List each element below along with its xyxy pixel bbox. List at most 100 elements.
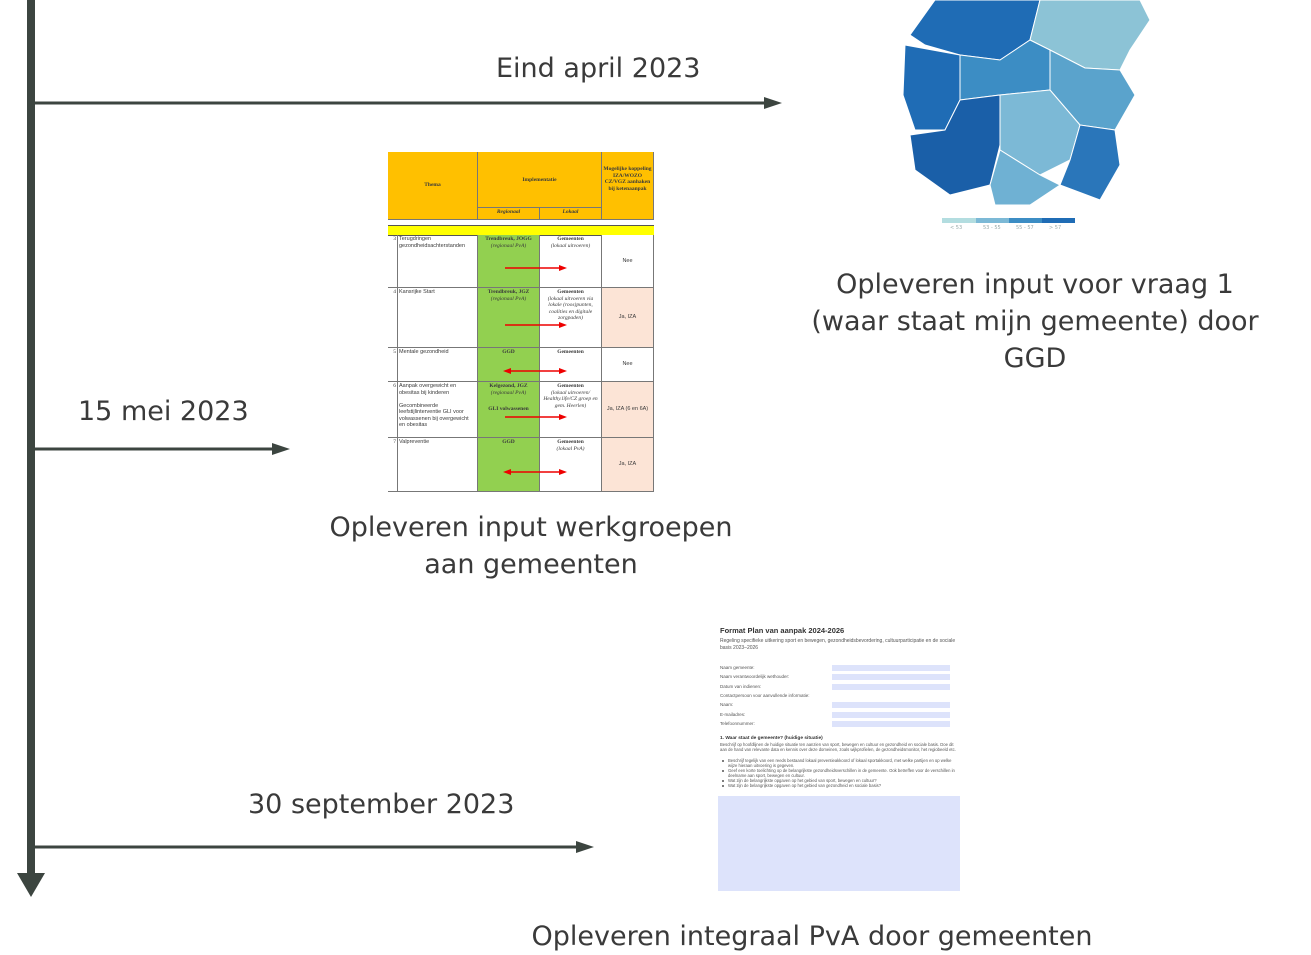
lokaal-cell: Gemeenten(lokaal uitvoeren via lokale (r… — [540, 288, 602, 348]
bullet-dot — [722, 780, 724, 782]
lokaal-note: (lokaal PvA) — [541, 446, 600, 453]
doc-field: Naam verantwoordelijk wethouder: — [720, 674, 789, 679]
document-thumbnail: Format Plan van aanpak 2024-2026 Regeling… — [718, 620, 962, 892]
arrowhead — [576, 841, 594, 853]
regionaal-note: (regionaal PvA) — [479, 296, 538, 303]
slide: < 5353 - 5555 - 57> 57 ThemaImplementati… — [0, 0, 1311, 954]
milestone-date: 30 september 2023 — [248, 789, 514, 820]
legend-label: > 57 — [1049, 225, 1061, 231]
doc-field: Naam gemeente: — [720, 665, 755, 670]
doc-bullets: Beschrijf tegelijk van een reeds bestaan… — [722, 758, 956, 788]
caption-line: Opleveren input werkgroepen — [329, 509, 732, 546]
regionaal-cell: GGD — [478, 438, 540, 492]
header-cell: Lokaal — [540, 208, 602, 220]
lokaal: Gemeenten — [541, 349, 600, 356]
lokaal-note: (lokaal uitvoeren) — [541, 243, 600, 250]
doc-bullet: Geef een korte toelichting op de belangr… — [722, 768, 956, 778]
red-arrow — [503, 413, 573, 421]
timeline-arrowhead — [17, 873, 45, 897]
legend-label: 55 - 57 — [1016, 225, 1034, 231]
input-box — [832, 721, 950, 727]
milestone-date: 15 mei 2023 — [78, 396, 249, 427]
doc-title: Format Plan van aanpak 2024-2026 — [720, 626, 844, 635]
koppeling-cell: Nee — [602, 235, 654, 288]
red-arrow — [503, 264, 573, 272]
lokaal-cell: Gemeenten(lokaal PvA) — [540, 438, 602, 492]
input-box — [832, 684, 950, 690]
regionaal-cell: Trendbreuk, JOGG(regionaal PvA) — [478, 235, 540, 288]
thema: Terugdringen gezondheidsachterstanden — [399, 236, 476, 249]
row-number: 7 — [388, 438, 398, 492]
timeline-axis — [27, 0, 35, 880]
legend-swatch — [1042, 218, 1075, 223]
koppeling-cell: Ja, IZA (6 en 6A) — [602, 382, 654, 438]
bullet-dot — [722, 760, 724, 762]
thema: Kansrijke Start — [399, 289, 476, 296]
regionaal-note: (regionaal PvA) — [479, 243, 538, 250]
thema: Mentale gezondheid — [399, 349, 476, 356]
header-cell: Mogelijke koppeling IZA/WOZO CZ/VGZ aanh… — [602, 152, 654, 220]
regionaal: GGD — [479, 439, 538, 446]
thema-cell: Terugdringen gezondheidsachterstanden — [398, 235, 478, 288]
lokaal-cell: Gemeenten(lokaal uitvoeren/ Healthy.life… — [540, 382, 602, 438]
red-arrow — [503, 468, 573, 476]
input-box — [832, 702, 950, 708]
milestone-caption: Opleveren integraal PvA door gemeenten — [531, 918, 1092, 955]
doc-field: Datum van indienen: — [720, 684, 761, 689]
milestone-date: Eind april 2023 — [496, 53, 700, 84]
regionaal-cell: Kelgezond, JGZ(regionaal PvA)GLI volwass… — [478, 382, 540, 438]
caption-line: GGD — [811, 340, 1258, 377]
doc-bullet: Wat zijn de belangrijkste opgaven op het… — [722, 783, 956, 788]
caption-line: Opleveren integraal PvA door gemeenten — [531, 918, 1092, 955]
regionaal-cell: GGD — [478, 348, 540, 382]
header-cell: Implementatie — [478, 152, 602, 208]
thema-cell: Aanpak overgewicht en obesitas bij kinde… — [398, 382, 478, 438]
regionaal: GLI volwassenen — [479, 406, 538, 413]
regionaal-note: (regionaal PvA) — [479, 390, 538, 397]
regionaal-cell: Trendbreuk, JGZ(regionaal PvA) — [478, 288, 540, 348]
milestone-caption: Opleveren input voor vraag 1(waar staat … — [811, 266, 1258, 377]
lokaal-cell: Gemeenten — [540, 348, 602, 382]
row-number: 4 — [388, 288, 398, 348]
red-arrow — [503, 321, 573, 329]
thema-cell: Mentale gezondheid — [398, 348, 478, 382]
thema: Gecombineerde leefstijlinterventie GLI v… — [399, 403, 476, 429]
thema: Aanpak overgewicht en obesitas bij kinde… — [399, 383, 476, 396]
bullet-dot — [722, 770, 724, 772]
red-arrow — [503, 367, 573, 375]
legend-label: 53 - 55 — [983, 225, 1001, 231]
caption-line: (waar staat mijn gemeente) door — [811, 303, 1258, 340]
header-cell: Thema — [388, 152, 478, 220]
arrowhead — [764, 97, 782, 109]
thema: Valpreventie — [399, 439, 476, 446]
row-number: 6 — [388, 382, 398, 438]
koppeling-cell: Nee — [602, 348, 654, 382]
lokaal-note: (lokaal uitvoeren via lokale (roos)punte… — [541, 296, 600, 322]
input-box — [832, 674, 950, 680]
regionaal: GGD — [479, 349, 538, 356]
arrowhead — [272, 443, 290, 455]
thema-cell: Valpreventie — [398, 438, 478, 492]
input-box — [832, 712, 950, 718]
doc-field: Contactpersoon voor aanvullende informat… — [720, 693, 810, 698]
doc-field: Naam: — [720, 702, 733, 707]
input-box — [832, 665, 950, 671]
doc-field: Telefoonnummer: — [720, 721, 755, 726]
row-number: 3 — [388, 235, 398, 288]
doc-field: E-mailadres: — [720, 712, 745, 717]
map — [903, 0, 1150, 205]
lokaal-note: (lokaal uitvoeren/ Healthy.life/CZ groep… — [541, 390, 600, 410]
lokaal-cell: Gemeenten(lokaal uitvoeren) — [540, 235, 602, 288]
row-number: 5 — [388, 348, 398, 382]
caption-line: aan gemeenten — [329, 546, 732, 583]
bullet-dot — [722, 785, 724, 787]
doc-subtitle: Regeling specifieke uitkering sport en b… — [720, 638, 956, 651]
legend-swatch — [976, 218, 1009, 223]
legend-swatch — [942, 218, 976, 223]
timeline-graphics — [0, 0, 1311, 954]
doc-paragraph: Beschrijf op hoofdlijnen de huidige situ… — [720, 742, 958, 752]
regionaal: Trendbreuk, JOGG — [479, 236, 538, 243]
